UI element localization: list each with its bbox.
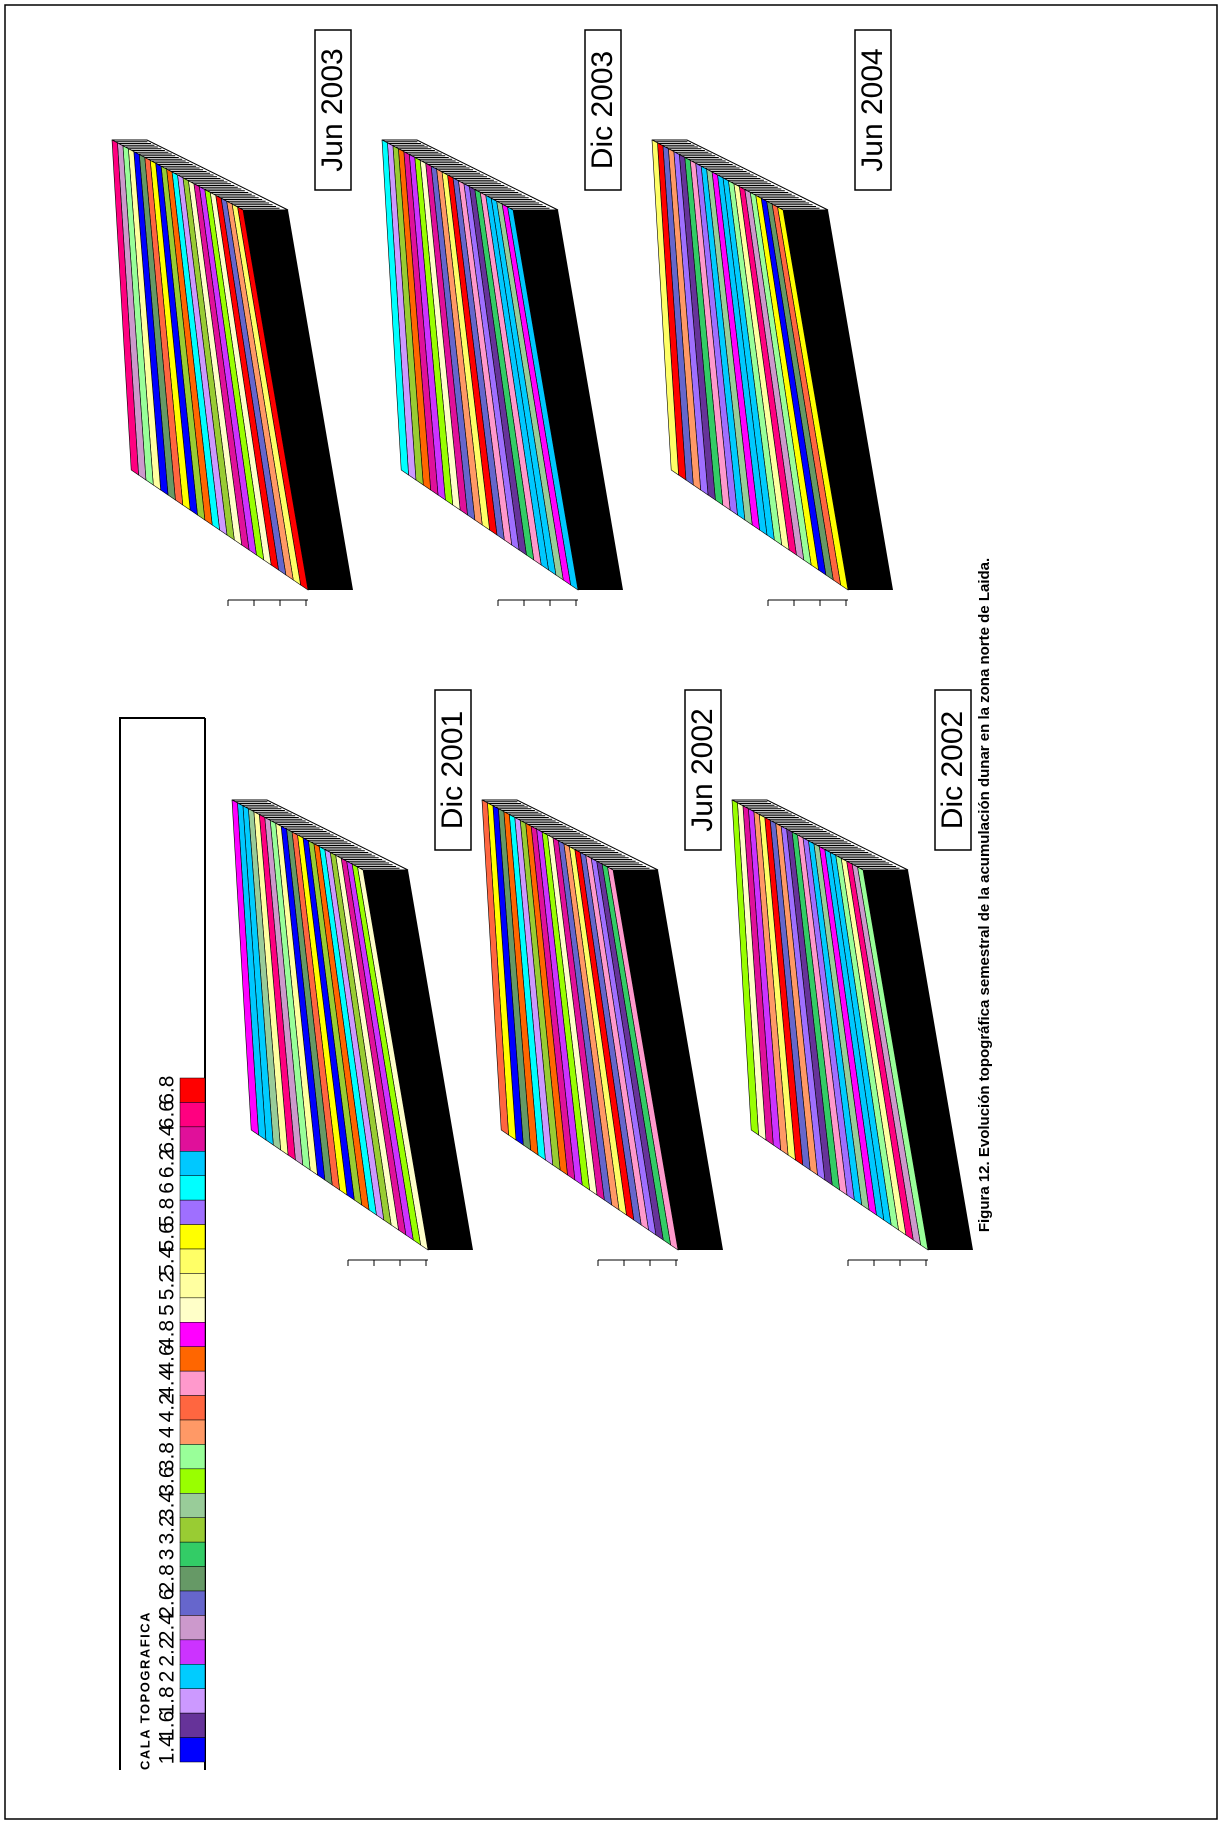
legend-label: 2.2	[156, 1637, 179, 1666]
panel-label: Jun 2002	[686, 708, 719, 831]
legend-label: 4.2	[156, 1393, 179, 1422]
legend-label: 6	[156, 1182, 179, 1194]
legend-swatch	[180, 1713, 205, 1737]
legend-swatch	[180, 1176, 205, 1200]
legend-label: 4	[156, 1426, 179, 1438]
legend-swatch	[180, 1493, 205, 1517]
legend-swatch	[180, 1469, 205, 1493]
surface-plot: Dic 2003	[382, 30, 623, 606]
legend-swatch	[180, 1298, 205, 1322]
legend-swatch	[180, 1518, 205, 1542]
legend-swatch	[180, 1591, 205, 1615]
surface-plot: Jun 2004	[652, 30, 893, 606]
legend-swatch	[180, 1200, 205, 1224]
legend-label: 1.4	[156, 1735, 179, 1765]
legend-swatch	[180, 1640, 205, 1664]
legend-label: 2	[156, 1671, 179, 1683]
surface-plot: Dic 2002	[732, 690, 973, 1266]
legend-swatch	[180, 1347, 205, 1371]
legend-swatch	[180, 1615, 205, 1639]
panel-label: Dic 2002	[936, 711, 969, 829]
legend-swatch	[180, 1738, 205, 1762]
caption: Figura 12. Evolución topográfica semestr…	[976, 558, 993, 1232]
legend-swatch	[180, 1444, 205, 1468]
legend-swatch	[180, 1078, 205, 1102]
panel-label: Jun 2004	[856, 48, 889, 171]
legend-swatch	[180, 1151, 205, 1175]
legend-title: CALA TOPOGRAFICA	[137, 1611, 152, 1770]
legend-label: 3	[156, 1549, 179, 1561]
legend-swatch	[180, 1273, 205, 1297]
legend-swatch	[180, 1322, 205, 1346]
legend-label: 6.2	[156, 1149, 179, 1178]
panel-label: Dic 2001	[436, 711, 469, 829]
legend-swatch	[180, 1689, 205, 1713]
surface-plot: Jun 2003	[112, 30, 353, 606]
page: CALA TOPOGRAFICA6.86.66.46.265.85.65.45.…	[0, 0, 1223, 1825]
panel-label: Dic 2003	[586, 51, 619, 169]
legend-swatch	[180, 1664, 205, 1688]
legend-label: 3.2	[156, 1515, 179, 1544]
legend-label: 5.2	[156, 1271, 179, 1300]
panel-label: Jun 2003	[316, 48, 349, 171]
legend-label: 5	[156, 1304, 179, 1316]
legend-swatch	[180, 1542, 205, 1566]
legend-swatch	[180, 1102, 205, 1126]
legend-swatch	[180, 1249, 205, 1273]
legend-swatch	[180, 1420, 205, 1444]
legend-swatch	[180, 1371, 205, 1395]
legend-swatch	[180, 1396, 205, 1420]
legend-swatch	[180, 1567, 205, 1591]
legend-swatch	[180, 1127, 205, 1151]
legend-swatch	[180, 1225, 205, 1249]
surface-plot: Jun 2002	[482, 690, 723, 1266]
surface-plot: Dic 2001	[232, 690, 473, 1266]
